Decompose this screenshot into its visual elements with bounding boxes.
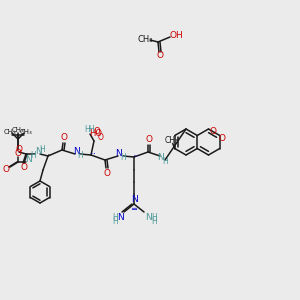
Text: O: O — [2, 166, 10, 175]
Text: N: N — [158, 154, 164, 163]
Text: O: O — [16, 145, 22, 154]
Text: CH₃: CH₃ — [165, 136, 179, 145]
Text: H: H — [162, 158, 168, 166]
Text: H: H — [151, 212, 157, 221]
Text: HO: HO — [89, 128, 103, 137]
Text: O: O — [218, 134, 225, 143]
Text: H: H — [151, 218, 157, 226]
Text: H: H — [120, 152, 126, 161]
Text: O: O — [20, 163, 28, 172]
Text: OH: OH — [169, 31, 183, 40]
Text: N: N — [26, 155, 32, 164]
Text: O: O — [157, 52, 164, 61]
Text: ··: ·· — [132, 151, 140, 161]
Text: O: O — [210, 127, 217, 136]
Text: CH₃: CH₃ — [4, 129, 16, 135]
Text: N: N — [73, 146, 80, 155]
Text: CH₃: CH₃ — [137, 35, 153, 44]
Text: H: H — [88, 124, 94, 134]
Text: N: N — [132, 194, 138, 203]
Text: H: H — [77, 151, 83, 160]
Text: O: O — [103, 169, 110, 178]
Text: ··: ·· — [46, 150, 54, 160]
Text: H: H — [39, 145, 45, 154]
Text: N: N — [116, 148, 122, 158]
Text: H: H — [112, 212, 118, 221]
Text: CH₃: CH₃ — [12, 127, 24, 133]
Text: O: O — [14, 149, 22, 158]
Text: CH₃: CH₃ — [20, 129, 32, 135]
Text: O: O — [94, 128, 100, 136]
Text: N: N — [117, 212, 123, 221]
Text: H: H — [112, 218, 118, 226]
Text: N: N — [34, 148, 41, 157]
Text: O: O — [61, 134, 68, 142]
Text: O: O — [146, 136, 152, 145]
Text: ═: ═ — [131, 205, 136, 214]
Text: H: H — [84, 125, 90, 134]
Text: O: O — [98, 133, 104, 142]
Text: H: H — [30, 152, 36, 160]
Text: ··: ·· — [89, 149, 97, 159]
Text: N: N — [146, 212, 152, 221]
